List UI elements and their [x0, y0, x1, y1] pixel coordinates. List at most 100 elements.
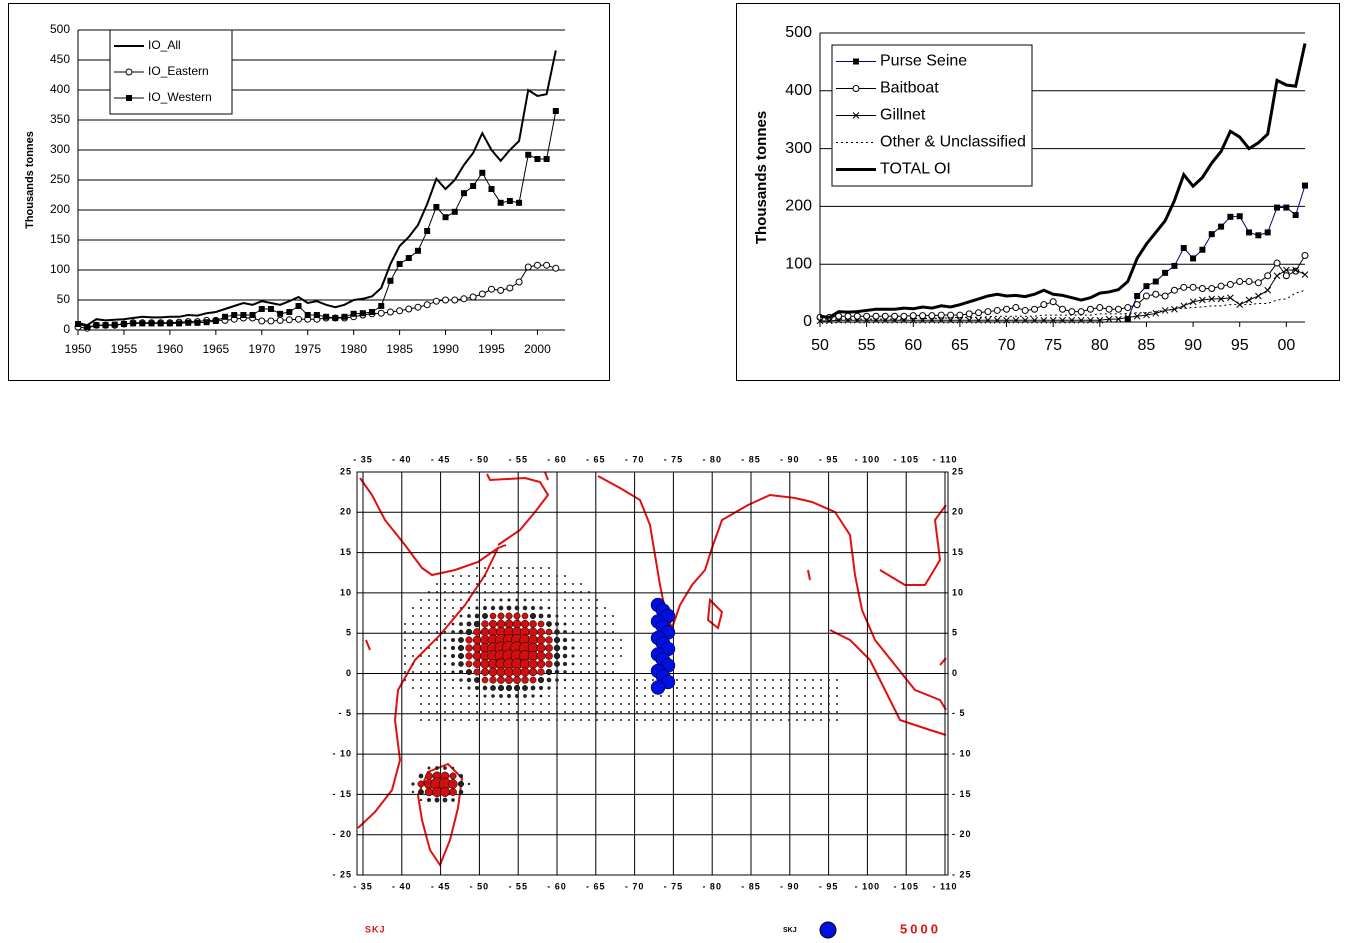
map-y-label: 25: [340, 466, 352, 476]
map-x-label: - 95: [819, 454, 839, 464]
catch-dot: [512, 667, 522, 677]
catch-dot: [404, 671, 406, 673]
y-tick-label: 0: [803, 313, 812, 330]
marker: [478, 290, 486, 298]
map-x-label: - 45: [431, 881, 451, 891]
catch-dot: [812, 719, 814, 721]
marker: [267, 317, 275, 325]
catch-dot: [748, 719, 750, 721]
catch-dot: [516, 719, 518, 721]
catch-dot: [521, 676, 529, 684]
x-tick-label: 50: [811, 337, 829, 354]
catch-dot: [545, 628, 553, 636]
marker: [1134, 292, 1141, 299]
catch-dot: [484, 567, 486, 569]
catch-dot: [475, 694, 479, 698]
catch-dot: [482, 613, 488, 619]
marker: [423, 301, 431, 309]
catch-dot: [588, 639, 590, 641]
catch-dot: [484, 719, 486, 721]
catch-dot: [572, 719, 574, 721]
y-tick-label: 0: [63, 322, 70, 336]
catch-dot: [572, 615, 574, 617]
catch-dot: [516, 591, 518, 593]
catch-dot: [428, 615, 430, 617]
catch-dot: [724, 719, 726, 721]
catch-dot: [828, 679, 830, 681]
catch-dot: [524, 575, 526, 577]
catch-dot: [772, 711, 774, 713]
catch-dot: [476, 591, 478, 593]
catch-dot: [652, 703, 654, 705]
catch-dot: [572, 687, 574, 689]
catch-dot: [588, 631, 590, 633]
catch-dot: [427, 798, 431, 802]
catch-dot: [428, 655, 430, 657]
marker: [900, 316, 908, 324]
catch-dot: [448, 779, 458, 789]
catch-dot: [451, 638, 455, 642]
catch-dot: [644, 687, 646, 689]
catch-dot: [564, 591, 566, 593]
marker: [1273, 272, 1281, 280]
marker: [1096, 316, 1104, 324]
marker: [125, 68, 133, 76]
catch-dot: [515, 702, 519, 706]
catch-dot: [580, 607, 582, 609]
catch-dot: [564, 711, 566, 713]
catch-dot: [556, 583, 558, 585]
catch-dot: [540, 567, 542, 569]
catch-dot: [492, 591, 494, 593]
marker: [295, 303, 302, 309]
legend-label: IO_Western: [148, 90, 212, 104]
catch-dot: [500, 583, 502, 585]
marker: [359, 310, 366, 317]
catch-dot: [692, 711, 694, 713]
marker: [506, 198, 513, 204]
catch-dot: [460, 719, 462, 721]
catch-dot: [468, 599, 470, 601]
marker: [1161, 292, 1169, 300]
marker: [1077, 316, 1085, 324]
map-x-label: - 35: [353, 454, 373, 464]
catch-dot: [692, 695, 694, 697]
catch-dot: [450, 645, 456, 651]
catch-dot: [436, 671, 438, 673]
marker: [1077, 308, 1085, 316]
marker: [1049, 298, 1057, 306]
marker: [1143, 311, 1150, 319]
catch-dot: [420, 695, 422, 697]
catch-dot: [451, 798, 455, 802]
map-y-label: 25: [952, 466, 964, 476]
catch-dot: [724, 703, 726, 705]
catch-dot: [764, 679, 766, 681]
catch-dot: [820, 687, 822, 689]
catch-dot: [468, 703, 470, 705]
catch-dot: [636, 679, 638, 681]
catch-dot: [428, 607, 430, 609]
catch-dot: [604, 719, 606, 721]
catch-dot: [660, 703, 662, 705]
catch-dot: [596, 607, 598, 609]
catch-dot: [580, 663, 582, 665]
catch-dot: [497, 676, 505, 684]
catch-dot: [467, 614, 471, 618]
catch-dot: [490, 685, 496, 691]
catch-dot: [492, 719, 494, 721]
catch-dot: [460, 711, 462, 713]
marker: [1086, 305, 1094, 313]
catch-dot: [772, 687, 774, 689]
catch-dot: [580, 671, 582, 673]
marker: [1068, 316, 1076, 324]
catch-dot: [564, 599, 566, 601]
marker: [249, 312, 256, 318]
marker: [323, 313, 330, 320]
x-tick-label: 1955: [111, 342, 138, 356]
catch-dot: [536, 643, 546, 653]
map-y-label: 5: [952, 628, 958, 638]
catch-dot: [436, 607, 438, 609]
catch-dot: [604, 623, 606, 625]
catch-dot: [650, 680, 666, 695]
marker: [1255, 292, 1262, 300]
marker: [75, 321, 81, 327]
